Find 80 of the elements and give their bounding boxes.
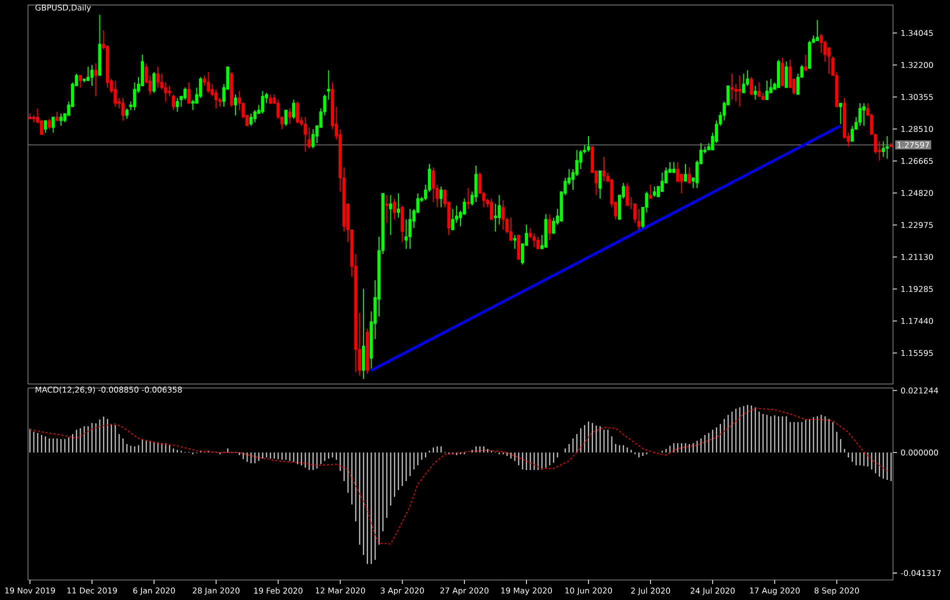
candlestick xyxy=(684,163,688,182)
candlestick xyxy=(86,66,90,82)
candlestick xyxy=(502,200,505,230)
candlestick xyxy=(304,116,307,152)
candlestick xyxy=(172,94,176,111)
candlestick xyxy=(261,90,264,114)
candlestick xyxy=(738,74,742,108)
candlestick xyxy=(676,162,680,182)
candlestick xyxy=(509,217,513,241)
candlestick xyxy=(586,136,590,152)
candlestick xyxy=(296,100,300,123)
candlestick xyxy=(59,113,63,126)
candlestick xyxy=(389,194,392,236)
candlestick xyxy=(249,113,253,126)
candlestick xyxy=(862,102,866,126)
candlestick xyxy=(187,82,191,104)
candlestick xyxy=(78,74,82,88)
candlestick xyxy=(886,136,889,160)
candlestick xyxy=(602,156,606,182)
candlestick xyxy=(652,186,656,198)
candlestick xyxy=(780,58,784,86)
candlestick xyxy=(598,170,602,200)
candlestick xyxy=(758,82,761,97)
candlestick xyxy=(742,73,746,94)
candlestick xyxy=(432,166,435,203)
candlestick xyxy=(513,234,516,250)
candlestick xyxy=(575,150,578,177)
candlestick xyxy=(176,97,179,112)
candlestick xyxy=(184,87,187,100)
candlestick xyxy=(858,102,862,126)
candlestick xyxy=(168,85,172,97)
candlestick xyxy=(114,80,117,108)
candlestick xyxy=(804,54,808,71)
candlestick xyxy=(440,186,443,208)
candlestick xyxy=(121,97,125,122)
candlestick xyxy=(206,71,210,94)
candlestick xyxy=(94,62,98,97)
candlestick xyxy=(633,203,637,224)
candlestick xyxy=(253,110,256,123)
candlestick xyxy=(292,99,296,120)
candlestick xyxy=(765,80,769,100)
line-series xyxy=(29,408,888,544)
candlestick xyxy=(839,102,842,124)
candlestick xyxy=(466,188,470,210)
candlestick xyxy=(672,162,676,174)
candlestick xyxy=(750,76,754,95)
candlestick xyxy=(754,85,757,100)
candlestick xyxy=(734,84,738,102)
candlestick xyxy=(284,110,288,126)
candlestick xyxy=(816,19,819,42)
candlestick xyxy=(626,182,629,206)
candlestick xyxy=(312,128,315,149)
candlestick xyxy=(396,192,400,218)
candlestick xyxy=(392,198,396,220)
candlestick xyxy=(44,120,48,134)
candlestick xyxy=(152,71,156,94)
candlestick xyxy=(288,108,292,124)
candlestick xyxy=(234,94,238,116)
candlestick xyxy=(52,116,55,134)
candlestick xyxy=(462,198,466,215)
candlestick xyxy=(40,120,44,135)
candlestick xyxy=(637,208,641,230)
candlestick xyxy=(451,208,454,230)
candlestick xyxy=(536,236,540,250)
candlestick xyxy=(548,214,552,241)
candlestick xyxy=(784,61,788,88)
candlestick xyxy=(125,108,128,120)
candlestick xyxy=(90,64,94,86)
candlestick xyxy=(648,184,652,200)
candlestick xyxy=(730,73,734,100)
candlestick xyxy=(850,125,854,142)
candlestick xyxy=(474,165,478,203)
candlestick xyxy=(385,194,388,224)
candlestick xyxy=(48,118,51,130)
candlestick xyxy=(688,166,691,184)
candlestick xyxy=(552,217,556,234)
candlestick xyxy=(494,203,497,232)
candlestick xyxy=(408,208,412,250)
candlestick xyxy=(490,198,494,220)
candlestick xyxy=(156,66,160,88)
